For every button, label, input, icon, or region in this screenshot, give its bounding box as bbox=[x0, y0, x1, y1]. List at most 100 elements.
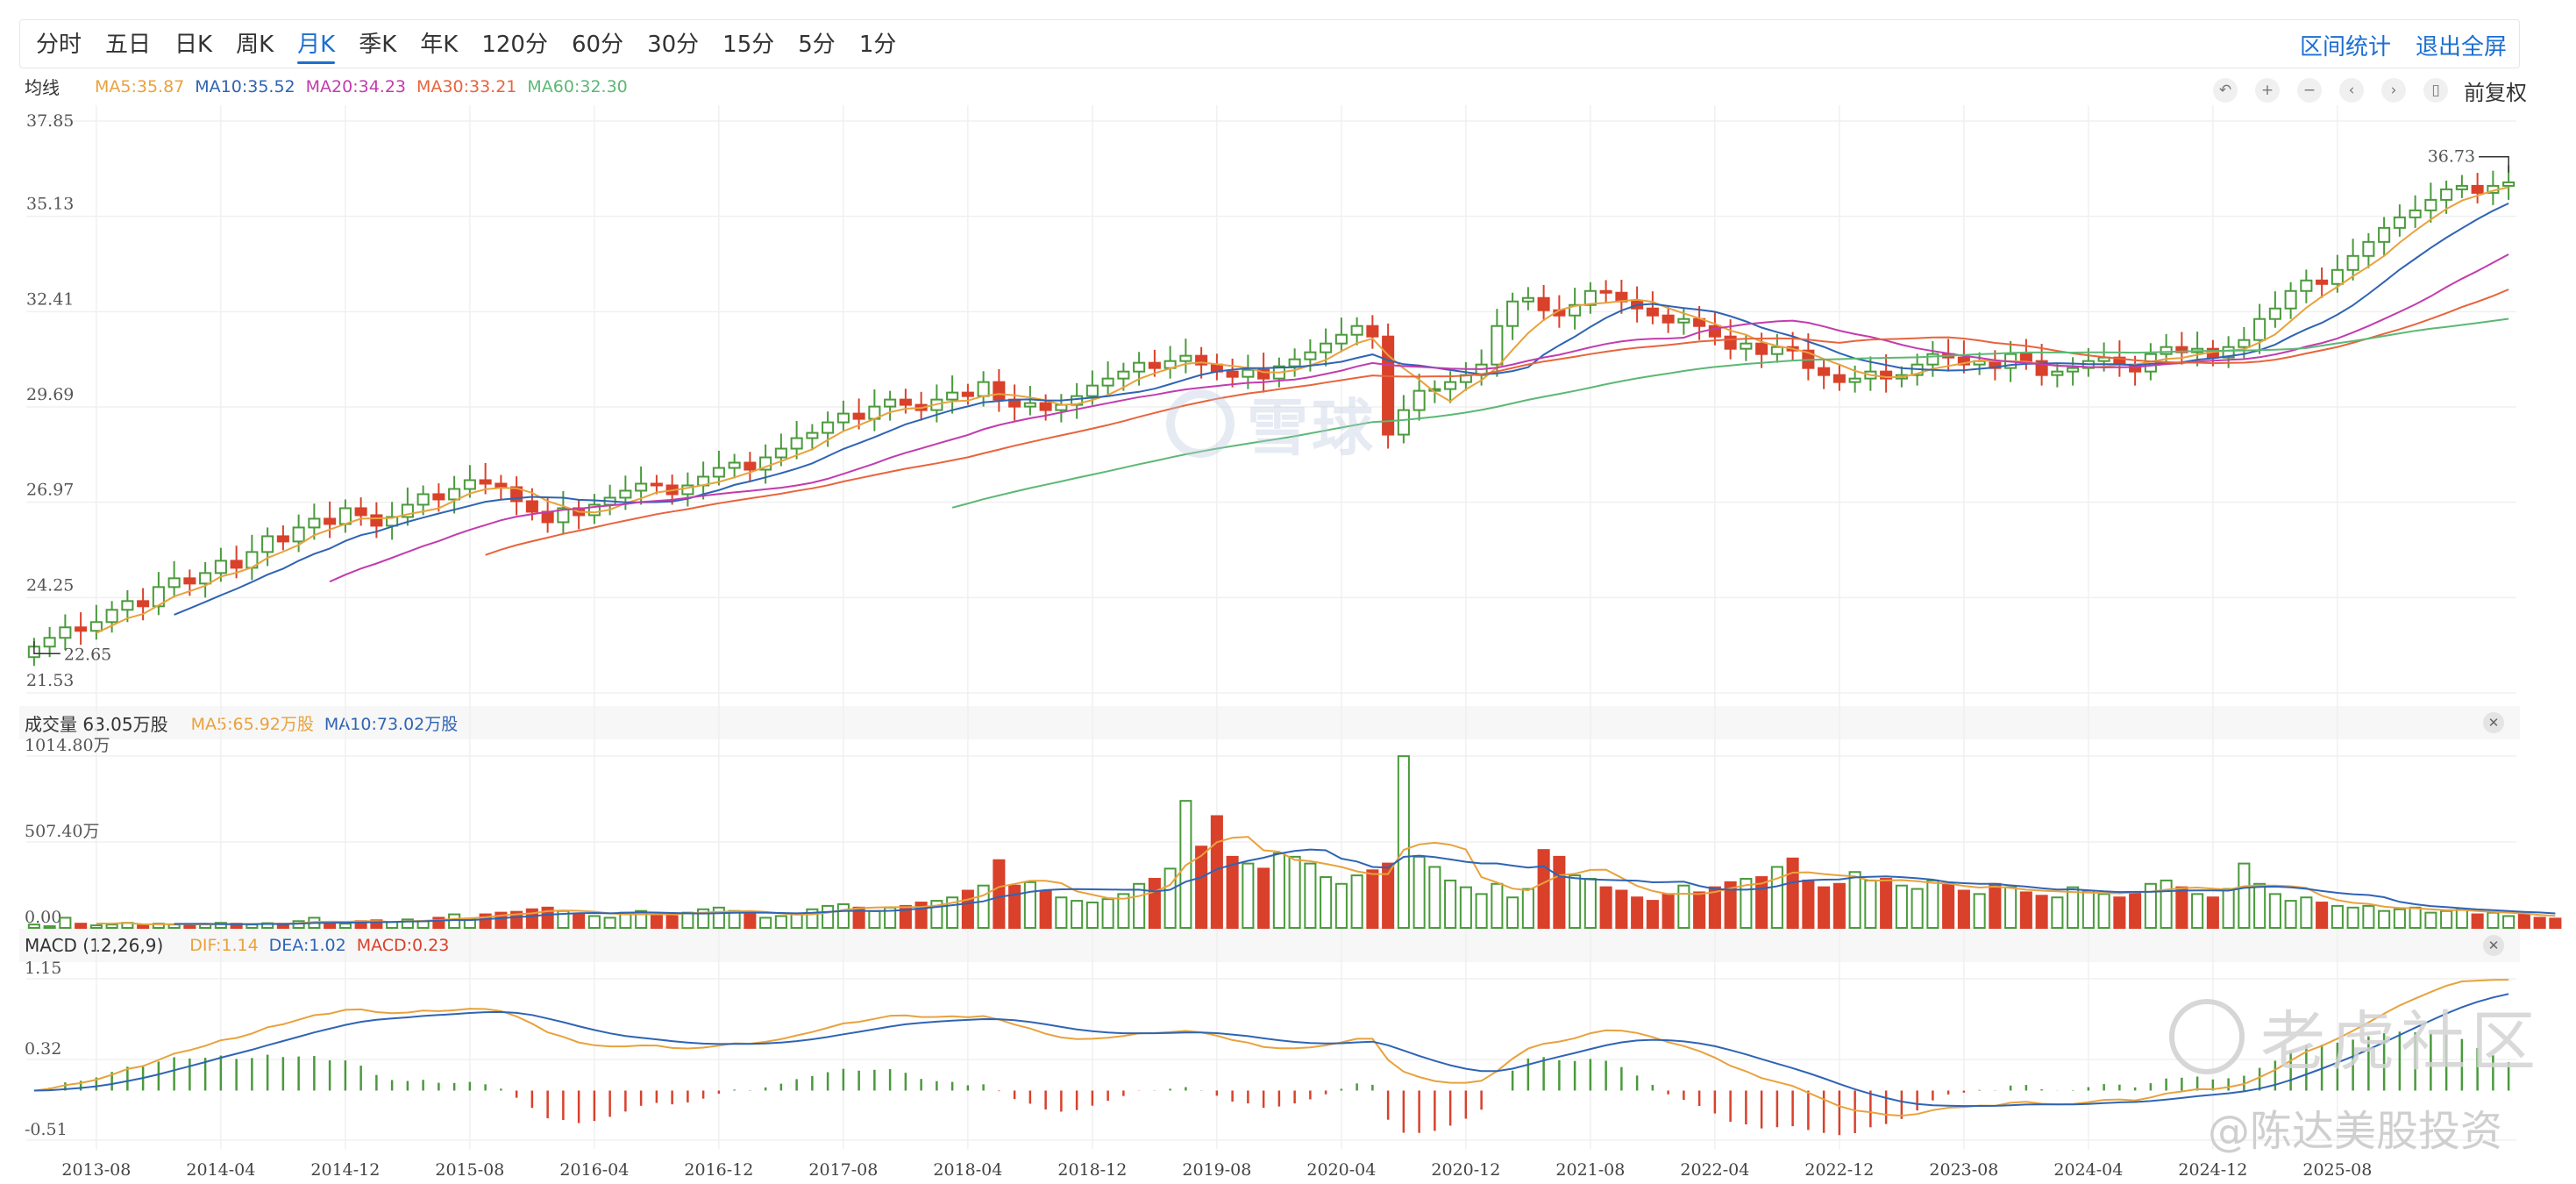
volume-bar bbox=[1195, 845, 1208, 929]
candle-body bbox=[961, 391, 974, 397]
candle-body bbox=[276, 535, 289, 543]
volume-bar bbox=[650, 913, 663, 930]
volume-bar bbox=[2129, 891, 2142, 930]
volume-bar bbox=[573, 913, 586, 930]
exit-fullscreen-link[interactable]: 退出全屏 bbox=[2415, 33, 2507, 61]
volume-bar bbox=[2268, 893, 2281, 930]
candle-body bbox=[354, 507, 367, 517]
time-axis-label: 2016-12 bbox=[684, 1160, 753, 1180]
candle-body bbox=[1599, 289, 1612, 294]
candle-body bbox=[2471, 184, 2484, 194]
time-axis-label: 2020-04 bbox=[1306, 1160, 1376, 1180]
period-tab-7[interactable]: 120分 bbox=[481, 32, 548, 58]
candle-body bbox=[1506, 300, 1519, 327]
volume-bar bbox=[1397, 755, 1410, 930]
ma-legend-item: MA60:32.30 bbox=[527, 76, 628, 96]
macd-legend-item: MACD:0.23 bbox=[356, 936, 450, 955]
candle-body bbox=[2455, 184, 2468, 190]
volume-bar bbox=[1226, 855, 1239, 929]
volume-bar bbox=[1101, 898, 1114, 929]
candle-body bbox=[1195, 354, 1208, 366]
volume-bar bbox=[1163, 867, 1177, 929]
candle-body bbox=[2268, 307, 2281, 320]
chart-tools: ↶ + − ‹ › ▯ 前复权 bbox=[2195, 75, 2527, 105]
time-axis-label: 2022-04 bbox=[1680, 1160, 1749, 1180]
volume-bar bbox=[2424, 911, 2437, 930]
candle-body bbox=[1521, 296, 1534, 303]
candle-body bbox=[619, 489, 632, 499]
period-tab-0[interactable]: 分时 bbox=[36, 32, 82, 58]
left-arrow-icon[interactable]: ‹ bbox=[2339, 78, 2364, 103]
period-tab-12[interactable]: 1分 bbox=[858, 32, 897, 58]
volume-bar bbox=[2097, 893, 2110, 930]
volume-bar bbox=[2330, 904, 2344, 929]
close-volume-icon[interactable]: ✕ bbox=[2483, 712, 2504, 733]
macd-legend-item: DEA:1.02 bbox=[268, 936, 346, 955]
volume-bar bbox=[1677, 884, 1690, 929]
volume-bar bbox=[2238, 862, 2251, 929]
volume-bar bbox=[744, 913, 757, 930]
time-axis-label: 2015-08 bbox=[435, 1160, 504, 1180]
volume-bar bbox=[1708, 886, 1721, 930]
price-adjust-toggle[interactable]: 前复权 bbox=[2464, 80, 2527, 105]
volume-bar bbox=[1506, 896, 1519, 930]
volume-bar bbox=[1428, 866, 1441, 929]
zoom-out-icon[interactable]: − bbox=[2297, 78, 2322, 103]
volume-bar bbox=[1272, 852, 1285, 930]
range-stats-link[interactable]: 区间统计 bbox=[2299, 33, 2391, 61]
candle-body bbox=[2346, 254, 2359, 271]
volume-bar bbox=[1615, 889, 1628, 929]
volume-bar bbox=[105, 924, 118, 930]
candle-body bbox=[2409, 209, 2422, 218]
period-tab-2[interactable]: 日K bbox=[174, 32, 213, 58]
price-y-tick: 37.85 bbox=[26, 111, 74, 131]
volume-bar bbox=[1475, 893, 1488, 930]
volume-bar bbox=[868, 909, 881, 929]
high-marker bbox=[2479, 155, 2509, 173]
volume-bar bbox=[665, 915, 679, 930]
candle-body bbox=[1023, 402, 1036, 408]
macd-header: MACD (12,26,9) DIF:1.14 DEA:1.02 MACD:0.23… bbox=[19, 929, 2520, 962]
close-macd-icon[interactable]: ✕ bbox=[2483, 935, 2504, 956]
period-tab-9[interactable]: 30分 bbox=[647, 32, 700, 58]
volume-bar bbox=[1957, 889, 1970, 929]
volume-bar bbox=[1117, 893, 1130, 930]
candle-style-icon[interactable]: ▯ bbox=[2423, 78, 2448, 103]
period-toolbar: 分时 五日 日K 周K 月K 季K 年K 120分 60分 30分 15分 5分 1分 区间统计 退出全… bbox=[19, 19, 2520, 68]
period-tab-10[interactable]: 15分 bbox=[722, 32, 775, 58]
volume-legend-item: MA10:73.02万股 bbox=[324, 714, 459, 734]
period-tab-8[interactable]: 60分 bbox=[571, 32, 624, 58]
candle-body bbox=[1304, 351, 1317, 360]
volume-bar bbox=[338, 923, 352, 930]
volume-bar bbox=[1818, 886, 1831, 930]
volume-bar bbox=[2284, 900, 2297, 930]
period-tab-11[interactable]: 5分 bbox=[798, 32, 836, 58]
period-tab-3[interactable]: 周K bbox=[236, 32, 274, 58]
period-tab-6[interactable]: 年K bbox=[420, 32, 459, 58]
volume-bar bbox=[1599, 886, 1612, 930]
period-tab-5[interactable]: 季K bbox=[359, 32, 397, 58]
undo-icon[interactable]: ↶ bbox=[2213, 78, 2238, 103]
volume-bar bbox=[1880, 877, 1893, 929]
candle-body bbox=[1226, 370, 1239, 378]
candle-body bbox=[1242, 368, 1255, 378]
ma-legend-item: MA20:34.23 bbox=[305, 76, 407, 96]
time-axis-label: 2019-08 bbox=[1182, 1160, 1251, 1180]
time-axis-label: 2023-08 bbox=[1929, 1160, 1998, 1180]
volume-bar bbox=[2378, 909, 2391, 929]
volume-bar bbox=[961, 889, 974, 929]
price-y-tick: 21.53 bbox=[26, 671, 74, 690]
candle-body bbox=[2253, 317, 2266, 341]
zoom-in-icon[interactable]: + bbox=[2255, 78, 2280, 103]
volume-bar bbox=[774, 915, 787, 930]
volume-bar bbox=[2222, 888, 2235, 929]
volume-bar bbox=[1413, 855, 1426, 929]
period-tab-4[interactable]: 月K bbox=[297, 20, 336, 69]
volume-bar bbox=[2471, 913, 2484, 930]
volume-bar bbox=[2191, 893, 2204, 930]
volume-bar bbox=[2440, 909, 2453, 929]
ma5-line bbox=[96, 186, 2509, 634]
period-tab-1[interactable]: 五日 bbox=[105, 32, 152, 58]
right-arrow-icon[interactable]: › bbox=[2381, 78, 2406, 103]
